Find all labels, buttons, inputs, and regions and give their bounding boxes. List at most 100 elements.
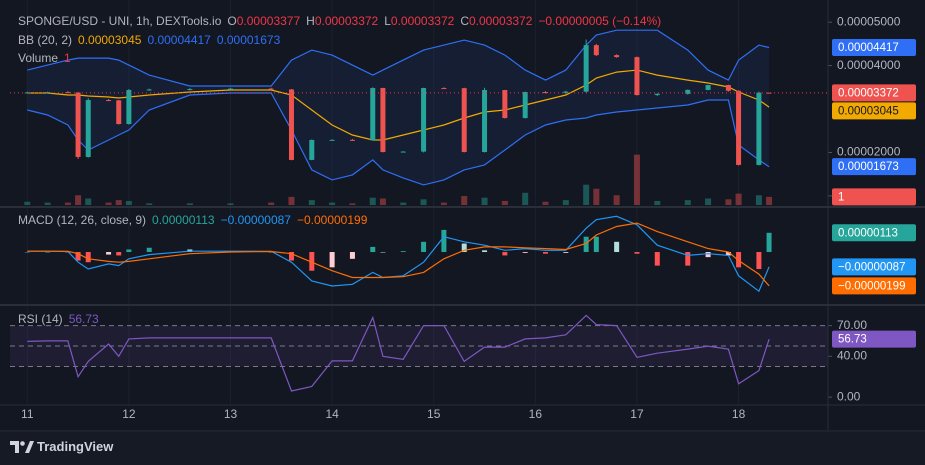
- volume-bar: [288, 196, 295, 205]
- volume-bar: [379, 198, 386, 205]
- volume-bar: [461, 196, 468, 205]
- candle-body: [441, 88, 447, 90]
- value-badge: [832, 84, 916, 102]
- ohlc-label: C: [460, 14, 469, 28]
- candle-body: [24, 92, 30, 94]
- change-value: −0.00000005 (−0.14%): [538, 14, 661, 28]
- candle-body: [756, 92, 762, 165]
- macd-histogram-bar: [370, 246, 376, 253]
- volume-bar: [755, 195, 762, 205]
- y-tick-label: 70.00: [837, 318, 867, 332]
- candle-body: [766, 92, 772, 94]
- volume-bar: [125, 200, 132, 205]
- chart-area: [0, 0, 925, 432]
- volume-legend: Volume 1: [18, 51, 71, 65]
- candle-body: [736, 90, 742, 165]
- macd-histogram-bar: [563, 252, 569, 253]
- x-tick-label: 15: [427, 407, 441, 421]
- volume-bar: [522, 192, 529, 205]
- symbol-title: SPONGE/USD - UNI, 1h, DEXTools.io: [18, 14, 222, 28]
- macd-signal-value: −0.00000199: [297, 213, 368, 227]
- value-badge: [832, 277, 916, 295]
- value-badge-label: 0.00004417: [838, 42, 899, 54]
- value-badge-label: −0.00000087: [838, 261, 905, 273]
- value-badge-label: 0.00003045: [838, 105, 899, 117]
- value-badge-label: 1: [838, 191, 844, 203]
- x-tick-label: 18: [732, 407, 746, 421]
- macd-histogram-bar: [24, 252, 30, 253]
- logo-icon: [10, 441, 19, 453]
- symbol-legend: SPONGE/USD - UNI, 1h, DEXTools.io O0.0000…: [18, 14, 661, 28]
- candle-body: [482, 90, 488, 152]
- value-badge-label: −0.00000199: [838, 280, 905, 292]
- ohlc-value: 0.00003372: [315, 14, 379, 28]
- volume-bar: [613, 195, 620, 205]
- volume-bar: [75, 195, 82, 205]
- volume-bar: [105, 202, 112, 205]
- macd-histogram-bar: [634, 252, 640, 254]
- candle-body: [685, 89, 691, 94]
- value-badge: [832, 158, 916, 176]
- y-tick-label: 40.00: [837, 348, 867, 362]
- candle-body: [329, 139, 335, 141]
- bb-lower-line: [27, 92, 770, 186]
- volume-bar: [481, 197, 488, 205]
- volume-bar: [329, 202, 336, 205]
- macd-histogram-bar: [502, 252, 508, 256]
- value-badge: [832, 38, 916, 56]
- candle-body: [522, 92, 528, 119]
- volume-bar: [420, 199, 427, 205]
- volume-name: Volume: [18, 51, 58, 65]
- macd-histogram-bar: [288, 252, 294, 261]
- volume-bar: [349, 203, 356, 205]
- candle-body: [543, 92, 549, 94]
- volume-bar: [400, 202, 407, 205]
- bb-legend: BB (20, 2) 0.00003045 0.00004417 0.00001673: [18, 33, 281, 47]
- bb-upper-value: 0.00004417: [147, 33, 211, 47]
- candle-body: [187, 89, 193, 91]
- macd-histogram-bar: [309, 252, 315, 271]
- macd-line-value: −0.00000087: [221, 213, 292, 227]
- macd-name: MACD (12, 26, close, 9): [18, 213, 146, 227]
- macd-histogram-bar: [116, 252, 122, 256]
- macd-histogram-bar: [685, 252, 691, 266]
- x-tick-label: 13: [224, 407, 238, 421]
- y-tick-label: 0.00: [837, 389, 861, 403]
- y-tick-label: 0.00005000: [837, 14, 901, 28]
- value-badge: [832, 102, 916, 120]
- macd-histogram-bar: [756, 252, 762, 270]
- volume-bar: [186, 203, 193, 205]
- ohlc-label: L: [384, 14, 391, 28]
- candle-body: [593, 45, 599, 56]
- macd-histogram-bar: [146, 247, 152, 253]
- macd-histogram-bar: [614, 241, 620, 253]
- volume-bar: [369, 197, 376, 205]
- volume-bar: [115, 200, 122, 205]
- volume-value: 1: [64, 51, 71, 65]
- volume-bar: [227, 203, 234, 205]
- value-badge: [832, 330, 916, 348]
- volume-bar: [440, 202, 447, 205]
- volume-bar: [654, 200, 661, 205]
- candle-body: [421, 88, 427, 152]
- candle-body: [502, 90, 508, 119]
- x-tick-label: 16: [529, 407, 543, 421]
- candle-body: [45, 92, 51, 94]
- candle-body: [614, 55, 620, 58]
- bb-basis-line: [27, 69, 770, 141]
- candle-body: [725, 85, 731, 91]
- macd-signal-line: [27, 222, 770, 287]
- value-badge: [832, 224, 916, 242]
- candle-body: [85, 100, 91, 157]
- volume-bar: [633, 154, 640, 205]
- x-tick-label: 11: [21, 407, 34, 421]
- candle-body: [400, 151, 406, 153]
- candle-body: [583, 45, 589, 92]
- logo-icon: [25, 441, 34, 453]
- macd-histogram-bar: [654, 252, 660, 266]
- volume-bar: [64, 202, 71, 205]
- macd-histogram-bar: [380, 252, 386, 253]
- y-tick-label: 0.00002000: [837, 145, 901, 159]
- bb-name: BB (20, 2): [18, 33, 72, 47]
